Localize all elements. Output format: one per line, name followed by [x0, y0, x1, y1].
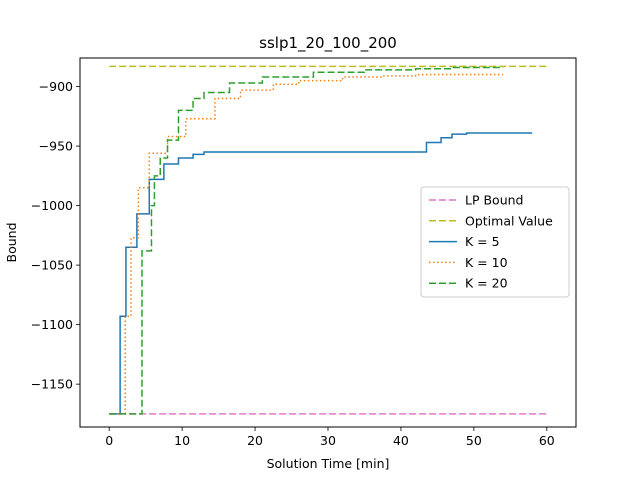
y-tick-label: −950 — [39, 139, 73, 154]
series-k-20 — [109, 66, 504, 415]
legend-label-lp-bound: LP Bound — [465, 193, 523, 208]
series-k-5 — [109, 132, 533, 415]
y-tick-label: −1150 — [31, 377, 73, 392]
y-tick-label: −900 — [39, 79, 73, 94]
series-layer — [109, 65, 547, 415]
legend-label-k-20: K = 20 — [465, 276, 508, 291]
y-tick-label: −1100 — [31, 317, 73, 332]
legend-box — [420, 186, 570, 298]
x-tick-label: 30 — [320, 433, 336, 448]
x-tick-label: 60 — [539, 433, 555, 448]
x-tick-label: 40 — [393, 433, 409, 448]
y-axis-label: Bound — [4, 222, 19, 262]
legend-label-optimal-value: Optimal Value — [465, 213, 553, 228]
chart-title: sslp1_20_100_200 — [259, 34, 397, 53]
x-axis: 0 10 20 30 40 50 60 — [105, 427, 555, 448]
legend-label-k-5: K = 5 — [465, 234, 500, 249]
y-axis: −1150 −1100 −1050 −1000 −950 −900 — [31, 79, 80, 392]
x-tick-label: 20 — [247, 433, 263, 448]
y-tick-label: −1050 — [31, 258, 73, 273]
x-tick-label: 50 — [466, 433, 482, 448]
legend: LP Bound Optimal Value K = 5 K = 10 K = 20 — [420, 186, 570, 298]
x-tick-label: 10 — [174, 433, 190, 448]
x-axis-label: Solution Time [min] — [267, 456, 390, 471]
legend-label-k-10: K = 10 — [465, 255, 508, 270]
y-tick-label: −1000 — [31, 198, 73, 213]
x-tick-label: 0 — [105, 433, 113, 448]
